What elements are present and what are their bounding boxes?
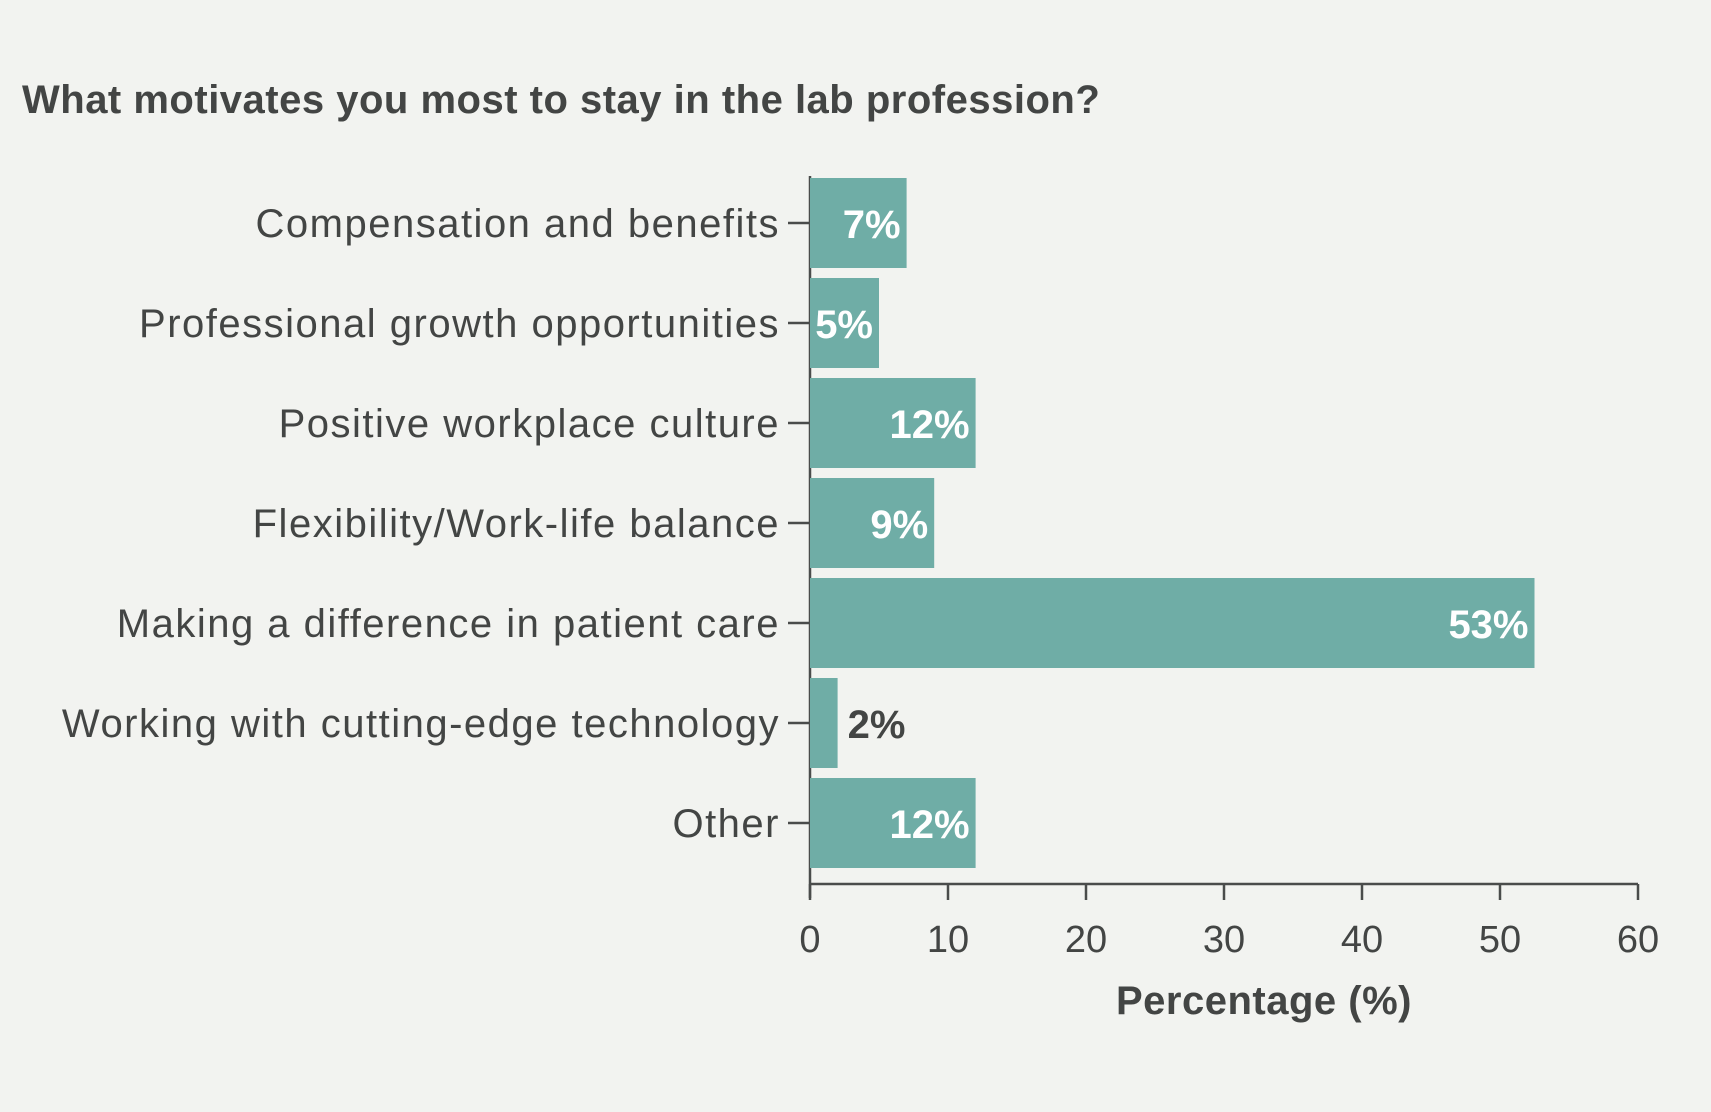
x-tick-label: 10	[927, 919, 969, 961]
bar-1	[810, 178, 907, 268]
x-tick-label: 50	[1479, 919, 1521, 961]
category-label: Working with cutting-edge technology	[62, 702, 780, 746]
data-label: 5%	[815, 303, 873, 347]
data-label: 12%	[890, 803, 970, 847]
bar-6	[810, 678, 838, 768]
category-label: Positive workplace culture	[279, 402, 780, 446]
data-label: 53%	[1448, 603, 1528, 647]
bar-3	[810, 378, 976, 468]
x-tick-label: 0	[799, 919, 820, 961]
bar-4	[810, 478, 935, 568]
x-tick-label: 20	[1065, 919, 1107, 961]
x-tick-label: 60	[1617, 919, 1659, 961]
chart-title: What motivates you most to stay in the l…	[22, 78, 1101, 122]
category-label: Professional growth opportunities	[139, 302, 780, 346]
bar-2	[810, 278, 879, 368]
data-label: 7%	[843, 203, 901, 247]
category-label: Compensation and benefits	[256, 202, 781, 246]
data-label: 9%	[870, 503, 928, 547]
bar-5	[810, 578, 1535, 668]
data-label: 12%	[890, 403, 970, 447]
x-axis-title: Percentage (%)	[1116, 979, 1412, 1023]
category-label: Other	[672, 802, 780, 846]
x-tick-label: 30	[1203, 919, 1245, 961]
x-tick-label: 40	[1341, 919, 1383, 961]
bar-7	[810, 778, 976, 868]
category-label: Flexibility/Work-life balance	[253, 502, 780, 546]
category-label: Making a difference in patient care	[117, 602, 780, 646]
data-label: 2%	[848, 703, 906, 747]
